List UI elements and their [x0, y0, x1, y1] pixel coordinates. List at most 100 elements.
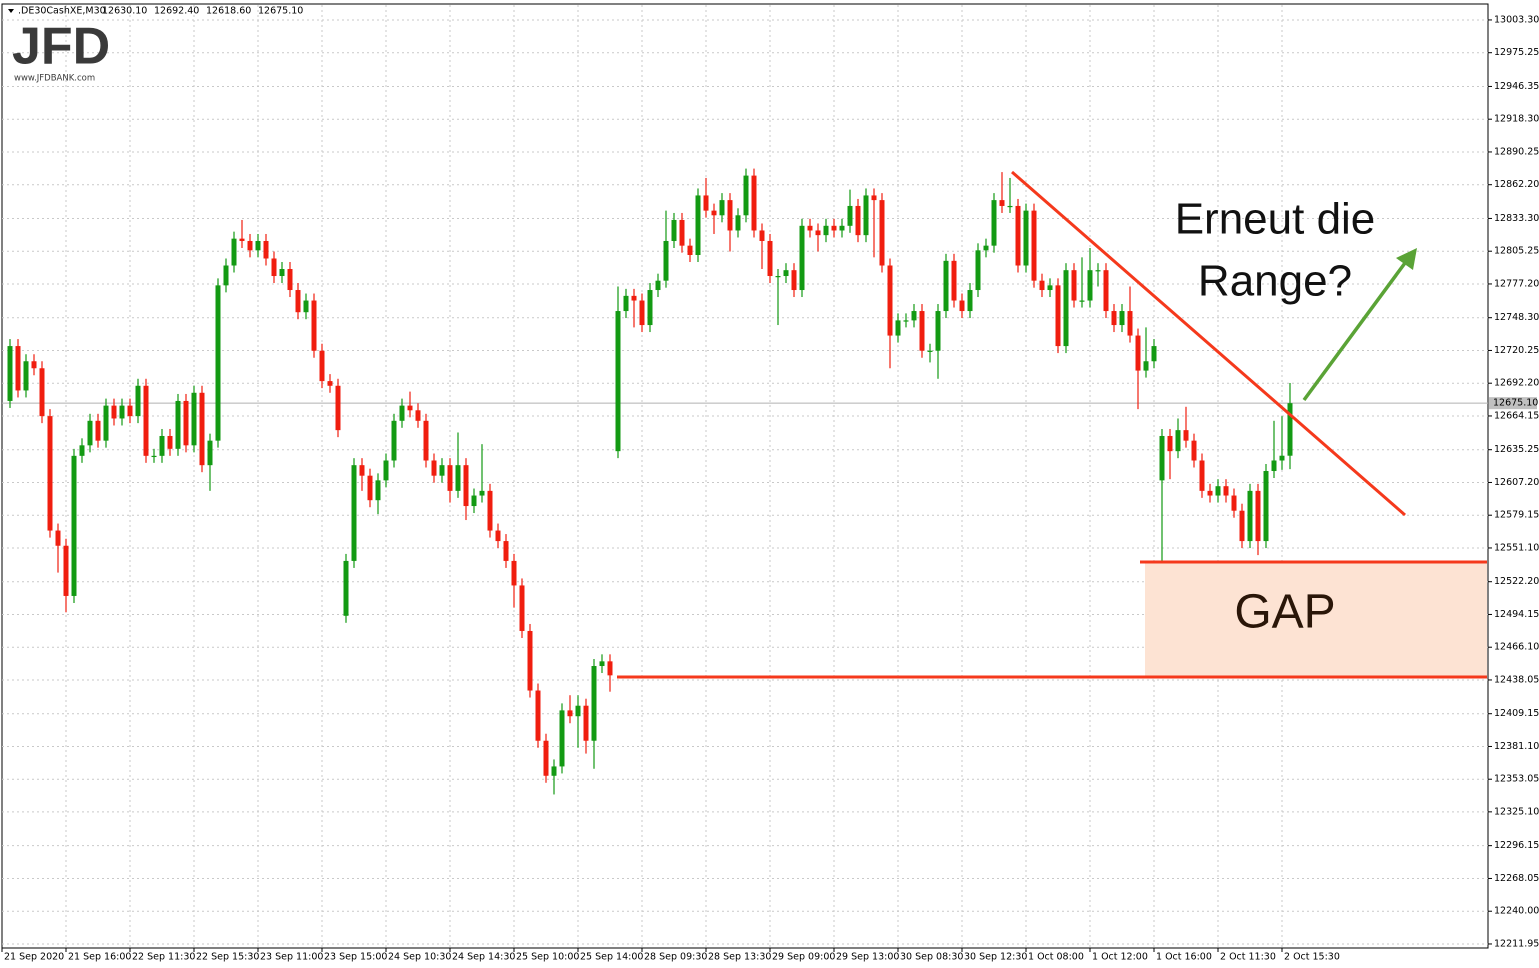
candle-body: [871, 195, 877, 201]
y-tick-label: 12240.00: [1494, 906, 1539, 917]
candle-body: [87, 420, 93, 446]
candle-body: [279, 269, 285, 277]
candle-body: [143, 385, 149, 456]
candle-body: [759, 230, 765, 241]
candle-body: [231, 238, 237, 266]
candle-body: [199, 392, 205, 466]
x-tick-label: 25 Sep 14:00: [580, 952, 643, 963]
candle-body: [679, 219, 685, 246]
current-price-label: 12675.10: [1493, 398, 1538, 409]
y-tick-label: 12890.25: [1494, 146, 1539, 157]
candle-body: [271, 258, 277, 277]
symbol: .DE30CashXE,M30: [18, 6, 106, 17]
candle-body: [687, 245, 693, 255]
candle-body: [439, 465, 445, 476]
candle-body: [1151, 346, 1157, 362]
y-tick-label: 12466.10: [1494, 642, 1539, 653]
candle-body: [695, 195, 701, 255]
x-tick-label: 22 Sep 11:30: [132, 952, 195, 963]
header-value: 12692.40: [154, 6, 199, 17]
candle-body: [479, 490, 485, 496]
candle-body: [663, 240, 669, 281]
x-tick-label: 1 Oct 08:00: [1028, 952, 1084, 963]
candle-body: [1119, 311, 1125, 326]
candle-body: [567, 710, 573, 717]
candle-body: [1039, 280, 1045, 291]
candle-body: [391, 420, 397, 461]
y-tick-label: 12211.95: [1494, 938, 1539, 949]
candle-body: [255, 240, 261, 251]
candle-body: [407, 405, 413, 411]
candle-body: [855, 205, 861, 236]
candle-body: [623, 295, 629, 312]
header-values: 12630.10 12692.40 12618.60 12675.10: [102, 6, 303, 17]
candle-body: [551, 766, 557, 776]
candle-body: [1175, 430, 1181, 452]
candle-body: [647, 290, 653, 326]
candles: [7, 168, 1293, 795]
candle-body: [711, 210, 717, 216]
x-tick-label: 1 Oct 12:00: [1092, 952, 1148, 963]
candle-body: [351, 465, 357, 561]
candle-body: [535, 690, 541, 741]
y-tick-label: 12551.10: [1494, 542, 1539, 553]
candle-body: [927, 350, 933, 352]
header-value: 12618.60: [206, 6, 251, 17]
candle-body: [319, 350, 325, 382]
candle-body: [223, 265, 229, 286]
y-tick-label: 12805.25: [1494, 246, 1539, 257]
candle-body: [887, 265, 893, 336]
candle-body: [23, 361, 29, 391]
y-tick-label: 12862.20: [1494, 179, 1539, 190]
candle-body: [111, 405, 117, 419]
candle-body: [447, 465, 453, 491]
candle-body: [215, 285, 221, 441]
candle-body: [1111, 311, 1117, 326]
candle-body: [327, 381, 333, 386]
candle-body: [431, 460, 437, 476]
y-tick-label: 12268.05: [1494, 873, 1539, 884]
candle-body: [495, 530, 501, 542]
candle-body: [1279, 455, 1285, 461]
candle-body: [503, 541, 509, 561]
candle-body: [423, 420, 429, 461]
candle-body: [999, 200, 1005, 206]
candle-body: [631, 295, 637, 301]
candle-body: [791, 270, 797, 291]
candle-body: [903, 320, 909, 322]
x-tick-label: 21 Sep 16:00: [68, 952, 131, 963]
candle-body: [71, 455, 77, 596]
candle-body: [615, 311, 621, 452]
candle-body: [1215, 486, 1221, 496]
candle-body: [1167, 435, 1173, 452]
x-tick-label: 29 Sep 13:00: [836, 952, 899, 963]
y-tick-label: 12522.20: [1494, 576, 1539, 587]
candle-body: [1183, 430, 1189, 441]
x-tick-label: 24 Sep 10:30: [388, 952, 451, 963]
candle-body: [1191, 440, 1197, 461]
candle-body: [455, 465, 461, 491]
candle-body: [1103, 270, 1109, 312]
candle-body: [639, 300, 645, 326]
header-value: 12630.10: [102, 6, 147, 17]
candle-body: [383, 460, 389, 481]
x-tick-label: 22 Sep 15:30: [196, 952, 259, 963]
candle-body: [103, 405, 109, 441]
candle-body: [471, 495, 477, 507]
candle-body: [295, 290, 301, 313]
candle-body: [399, 405, 405, 421]
candle-body: [39, 368, 45, 417]
y-tick-label: 12438.05: [1494, 674, 1539, 685]
x-tick-label: 28 Sep 09:30: [644, 952, 707, 963]
candle-body: [1199, 460, 1205, 491]
candle-body: [159, 435, 165, 456]
candle-body: [303, 300, 309, 313]
candle-body: [671, 219, 677, 241]
candle-body: [1263, 471, 1269, 542]
y-tick-label: 12353.05: [1494, 774, 1539, 785]
arrow-head: [1396, 248, 1417, 270]
trend-line: [1011, 170, 1406, 517]
candle-body: [783, 270, 789, 277]
x-tick-label: 29 Sep 09:00: [772, 952, 835, 963]
